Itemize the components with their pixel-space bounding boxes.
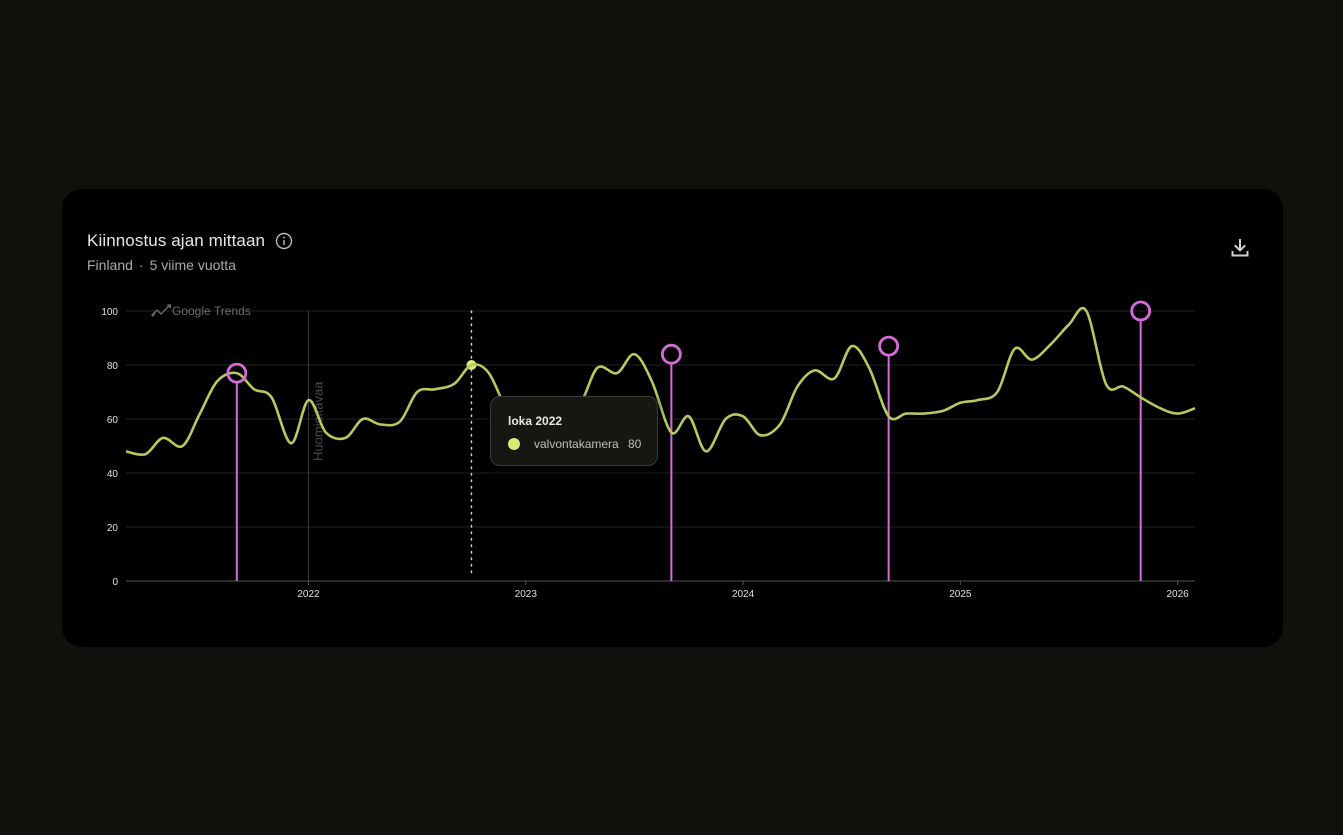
axis-ticks: 0 20 40 60 80 100 2022 2023 2024 2025 2026 (101, 307, 1189, 600)
highlight-lines (235, 320, 1142, 581)
chart-subtitle: Finland · 5 viime vuotta (87, 257, 236, 273)
annotation-note: Huomioitavaa (308, 311, 326, 581)
note-label: Huomioitavaa (311, 381, 326, 461)
y-tick-label: 0 (112, 577, 118, 588)
highlight-marker[interactable] (878, 335, 900, 357)
subtitle-separator: · (138, 257, 144, 273)
x-tick-label: 2022 (297, 589, 320, 600)
period-label: 5 viime vuotta (149, 257, 236, 273)
download-icon[interactable] (1229, 237, 1251, 259)
y-tick-label: 40 (107, 469, 119, 480)
highlight-marker[interactable] (226, 362, 248, 384)
highlight-markers[interactable] (226, 300, 1152, 384)
watermark-label: Google Trends (172, 304, 251, 318)
grid (126, 310, 1195, 582)
series-line (125, 306, 1196, 456)
y-tick-label: 80 (107, 361, 119, 372)
series-layer (125, 306, 1196, 456)
y-tick-label: 60 (107, 415, 119, 426)
trending-up-icon (151, 304, 171, 317)
tooltip-value: 80 (628, 437, 642, 451)
hover-indicator (466, 310, 477, 578)
tooltip-series-name: valvontakamera (534, 437, 619, 451)
y-tick-label: 100 (101, 307, 118, 318)
hover-tooltip: loka 2022 valvontakamera 80 (490, 396, 658, 466)
x-tick-label: 2025 (949, 589, 972, 600)
highlight-marker[interactable] (660, 343, 682, 365)
interest-over-time-card: Huomioitavaa Google Trends 0 20 40 60 80 100 2… (62, 189, 1283, 647)
chart-header: Kiinnostus ajan mittaan (87, 231, 293, 251)
line-chart[interactable]: Huomioitavaa Google Trends 0 20 40 60 80 100 2… (62, 189, 1283, 647)
info-circle-icon[interactable] (275, 232, 293, 250)
x-tick-label: 2026 (1166, 589, 1189, 600)
x-tick-label: 2023 (515, 589, 538, 600)
x-tick-label: 2024 (732, 589, 755, 600)
region-label: Finland (87, 257, 133, 273)
tooltip-date: loka 2022 (508, 414, 563, 428)
series-color-dot (508, 438, 520, 450)
google-trends-watermark: Google Trends (151, 304, 251, 318)
chart-title: Kiinnostus ajan mittaan (87, 231, 266, 250)
y-tick-label: 20 (107, 523, 119, 534)
highlight-marker[interactable] (1130, 300, 1152, 322)
